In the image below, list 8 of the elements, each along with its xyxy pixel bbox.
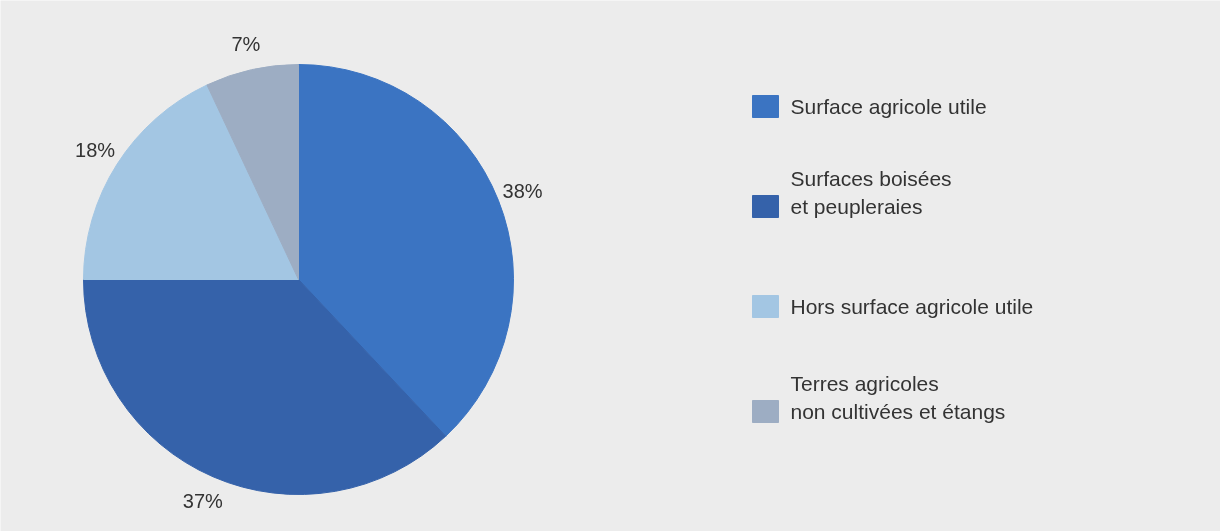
data-label: 7% bbox=[231, 33, 261, 56]
legend-label: Hors surface agricole utile bbox=[790, 295, 1034, 318]
legend-label: Surface agricole utile bbox=[790, 95, 987, 118]
data-label: 18% bbox=[75, 139, 116, 162]
legend-label: Terres agricoles non cultivées et étangs bbox=[790, 372, 1006, 423]
data-label: 37% bbox=[182, 489, 224, 512]
data-label: 38% bbox=[502, 179, 543, 202]
legend-label: Surfaces boisées et peupleraies bbox=[790, 167, 952, 218]
